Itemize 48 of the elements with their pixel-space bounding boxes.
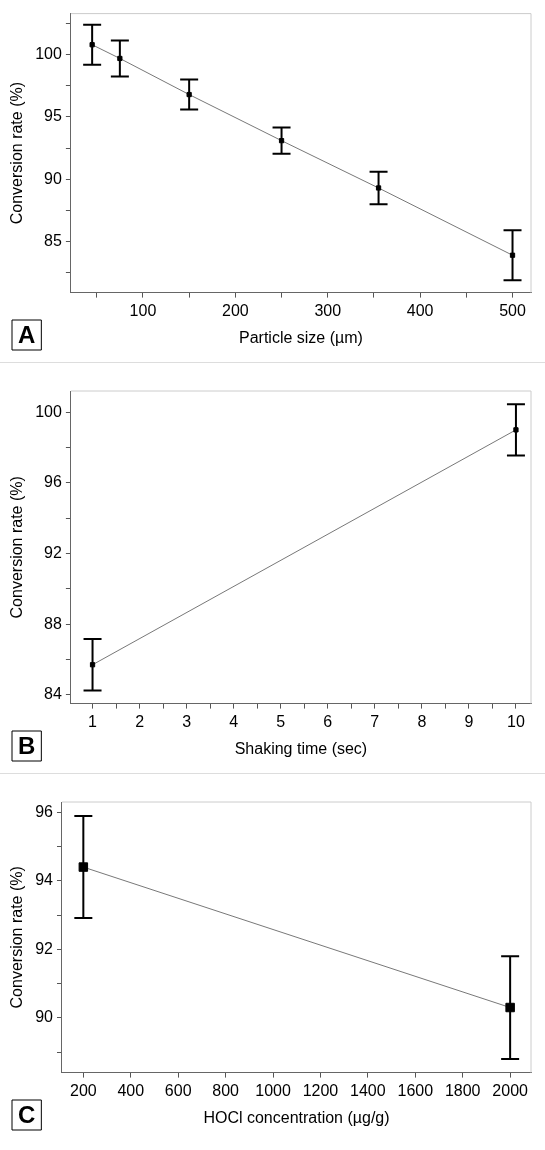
x-tick-label: 200 bbox=[69, 1081, 97, 1099]
y-tick-label: 88 bbox=[44, 614, 62, 632]
y-axis-title: Conversion rate (%) bbox=[8, 476, 26, 619]
x-tick-label: 5 bbox=[276, 712, 286, 730]
y-tick-label: 92 bbox=[35, 939, 54, 957]
x-tick-label: 200 bbox=[222, 301, 249, 319]
x-tick-label: 6 bbox=[323, 712, 333, 730]
x-axis-title: HOCl concentration (µg/g) bbox=[203, 1108, 390, 1126]
x-tick-label: 2000 bbox=[492, 1081, 529, 1099]
x-tick-label: 7 bbox=[370, 712, 380, 730]
y-tick-label: 94 bbox=[35, 871, 54, 889]
x-axis-title: Particle size (µm) bbox=[238, 328, 363, 346]
x-axis-title: Shaking time (sec) bbox=[234, 739, 368, 757]
y-tick-label: 100 bbox=[35, 402, 62, 420]
y-tick-label: 100 bbox=[35, 45, 62, 63]
y-tick-label: 85 bbox=[44, 231, 62, 249]
x-tick-label: 1200 bbox=[302, 1081, 339, 1099]
y-tick-label: 90 bbox=[44, 169, 62, 187]
y-tick-label: 84 bbox=[44, 685, 62, 703]
y-tick-label: 95 bbox=[44, 107, 62, 125]
x-tick-label: 1600 bbox=[397, 1081, 434, 1099]
x-tick-label: 800 bbox=[212, 1081, 240, 1099]
y-tick-label: 90 bbox=[35, 1008, 54, 1026]
text: B bbox=[18, 731, 36, 759]
y-tick-label: 96 bbox=[35, 802, 54, 820]
y-axis-title: Conversion rate (%) bbox=[8, 81, 26, 225]
x-tick-label: 1800 bbox=[444, 1081, 481, 1099]
x-tick-label: 4 bbox=[229, 712, 239, 730]
y-axis-title: Conversion rate (%) bbox=[8, 866, 26, 1009]
x-tick-label: 10 bbox=[507, 712, 525, 730]
y-tick-label: 92 bbox=[44, 543, 62, 561]
x-tick-label: 8 bbox=[417, 712, 427, 730]
text: A bbox=[18, 320, 36, 348]
x-tick-label: 100 bbox=[129, 301, 157, 319]
x-tick-label: 500 bbox=[499, 301, 526, 319]
x-tick-label: 9 bbox=[464, 712, 474, 730]
x-tick-label: 400 bbox=[406, 301, 434, 319]
point bbox=[89, 42, 95, 48]
x-tick-label: 1400 bbox=[350, 1081, 386, 1099]
text: C bbox=[18, 1100, 36, 1128]
x-tick-label: 1000 bbox=[255, 1081, 291, 1099]
x-tick-label: 600 bbox=[164, 1081, 192, 1099]
x-tick-label: 3 bbox=[182, 712, 192, 730]
x-tick-label: 400 bbox=[117, 1081, 145, 1099]
x-tick-label: 300 bbox=[314, 301, 342, 319]
y-tick-label: 96 bbox=[44, 473, 62, 491]
x-tick-label: 1 bbox=[88, 712, 98, 730]
x-tick-label: 2 bbox=[135, 712, 145, 730]
